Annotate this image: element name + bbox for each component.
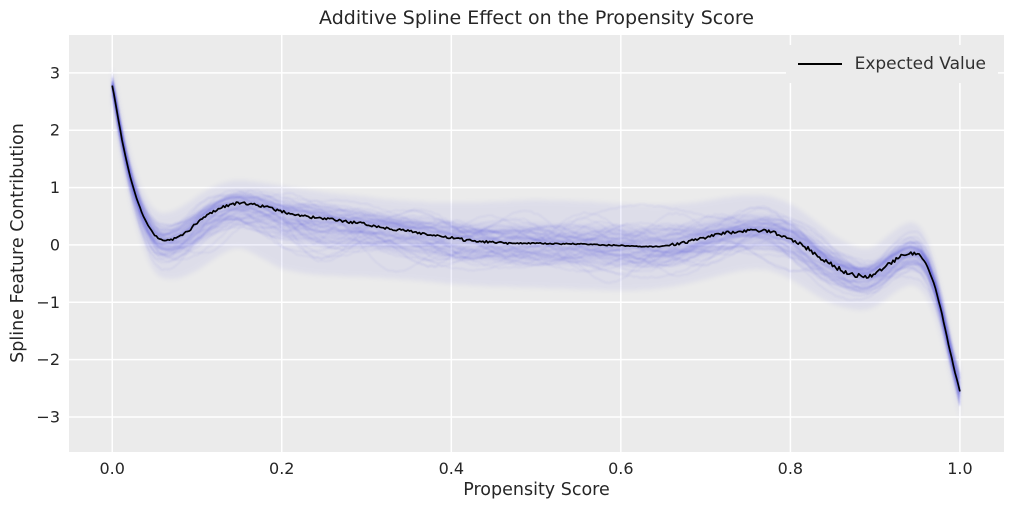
y-tick-label: 3 bbox=[50, 63, 60, 82]
x-tick-label: 0.8 bbox=[778, 459, 803, 478]
y-tick-label: −3 bbox=[36, 408, 60, 427]
x-axis-label: Propensity Score bbox=[463, 480, 610, 500]
x-tick-label: 0.0 bbox=[100, 459, 125, 478]
posterior-sample-line bbox=[111, 85, 961, 391]
posterior-sample-line bbox=[111, 87, 961, 395]
y-tick-label: −1 bbox=[36, 293, 60, 312]
chart-title: Additive Spline Effect on the Propensity… bbox=[319, 7, 754, 29]
x-tick-label: 0.4 bbox=[439, 459, 464, 478]
x-tick-label: 0.6 bbox=[608, 459, 633, 478]
posterior-sample-line bbox=[111, 77, 961, 386]
expected-value-line bbox=[111, 85, 961, 392]
y-tick-label: 2 bbox=[50, 121, 60, 140]
y-tick-labels: −3 −2 −1 0 1 2 3 bbox=[36, 63, 60, 426]
x-tick-labels: 0.0 0.2 0.4 0.6 0.8 1.0 bbox=[100, 459, 973, 478]
y-tick-label: 1 bbox=[50, 178, 60, 197]
y-tick-label: 0 bbox=[50, 235, 60, 254]
posterior-sample-line bbox=[111, 91, 961, 390]
x-tick-label: 0.2 bbox=[269, 459, 294, 478]
legend: Expected Value bbox=[785, 45, 998, 83]
legend-label: Expected Value bbox=[854, 54, 986, 74]
legend-line-swatch bbox=[797, 63, 842, 65]
x-tick-label: 1.0 bbox=[947, 459, 972, 478]
y-tick-label: −2 bbox=[36, 350, 60, 369]
y-axis-label: Spline Feature Contribution bbox=[8, 123, 28, 363]
posterior-sample-line bbox=[111, 85, 961, 385]
